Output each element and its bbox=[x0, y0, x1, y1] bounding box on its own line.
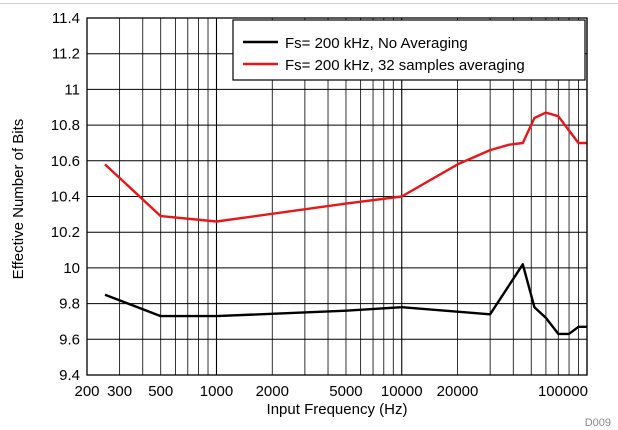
y-tick-label: 11.4 bbox=[52, 10, 80, 27]
x-tick-label: 2000 bbox=[256, 383, 289, 400]
series-layer bbox=[104, 111, 587, 336]
legend-entry-32-samples-averaging: Fs= 200 kHz, 32 samples averaging bbox=[285, 57, 525, 74]
x-tick-label: 5000 bbox=[329, 383, 362, 400]
top-rule bbox=[0, 3, 618, 4]
x-tick-label: 300 bbox=[107, 383, 132, 400]
y-tick-label: 10 bbox=[63, 260, 80, 277]
legend: Fs= 200 kHz, No Averaging Fs= 200 kHz, 3… bbox=[232, 19, 586, 81]
y-tick-label: 9.4 bbox=[59, 367, 80, 384]
x-tick-label: 1000 bbox=[200, 383, 233, 400]
y-tick-label: 10.4 bbox=[51, 189, 80, 206]
x-axis-label: Input Frequency (Hz) bbox=[267, 401, 408, 418]
legend-entry-no-averaging: Fs= 200 kHz, No Averaging bbox=[285, 35, 468, 52]
x-tick-labels: 200 300 500 1000 2000 5000 10000 20000 100000 bbox=[74, 383, 588, 400]
y-tick-label: 10.2 bbox=[51, 224, 80, 241]
y-tick-labels: 9.4 9.6 9.8 10 10.2 10.4 10.6 10.8 11 11.2 11.4 bbox=[51, 10, 80, 384]
y-axis-label: Effective Number of Bits bbox=[10, 119, 27, 280]
plot-frame bbox=[86, 17, 588, 376]
legend-box bbox=[232, 19, 586, 81]
x-tick-label: 100000 bbox=[538, 383, 588, 400]
x-tick-label: 200 bbox=[74, 383, 99, 400]
y-tick-label: 9.8 bbox=[59, 296, 80, 313]
y-tick-label: 9.6 bbox=[59, 331, 80, 348]
y-tick-label: 11 bbox=[64, 81, 80, 98]
x-tick-label: 500 bbox=[148, 383, 173, 400]
y-tick-label: 11.2 bbox=[52, 46, 80, 63]
figure-code-label: D009 bbox=[585, 417, 611, 429]
series-line-32-samples-averaging bbox=[104, 111, 587, 223]
series-line-no-averaging bbox=[104, 263, 587, 336]
x-tick-label: 10000 bbox=[381, 383, 423, 400]
x-tick-label: 20000 bbox=[437, 383, 479, 400]
y-tick-label: 10.6 bbox=[51, 153, 80, 170]
y-tick-label: 10.8 bbox=[51, 117, 80, 134]
